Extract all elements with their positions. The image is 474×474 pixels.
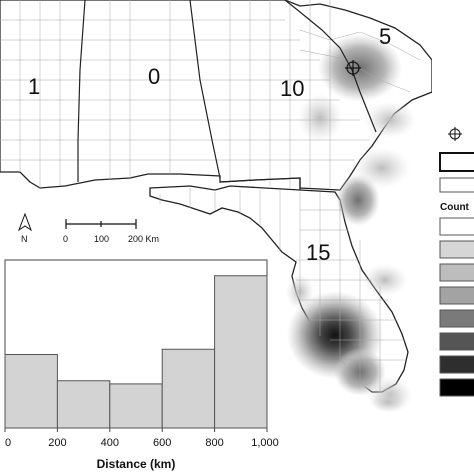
histogram-tick-label: 0 [5,437,11,449]
distance-histogram: 0 200 400 600 800 1,000 Distance (km) [4,259,279,471]
histogram-tick-label: 600 [153,437,171,449]
legend-swatch [439,355,474,374]
histogram-bar [109,383,163,429]
region-label-15: 15 [306,240,330,265]
legend-state-swatch [439,152,474,172]
density-blob-orlando [363,264,407,296]
density-blob-georgia-coast [354,148,410,188]
density-blob-keys-south [370,392,406,412]
histogram-bar [4,354,58,429]
histogram-bar [214,275,268,429]
sampling-site-marker [345,60,361,76]
scale-tick-200: 200 Km [128,234,159,244]
scale-tick-100: 100 [94,234,109,244]
density-blob-ga-inland [298,94,342,142]
legend-swatch [439,217,474,236]
north-arrow-label: N [21,234,28,244]
density-blob-northeast-fl [336,174,380,226]
region-label-1: 1 [28,74,40,99]
scale-bar: 0 100 200 Km [63,219,159,244]
region-label-10: 10 [280,76,304,101]
legend-swatch [439,378,474,397]
state-boundaries [77,0,377,190]
legend-swatch [439,332,474,351]
legend-swatch [439,286,474,305]
histogram-bar [161,348,216,429]
region-label-0: 0 [148,64,160,89]
county-lines [0,0,421,392]
legend-swatch [439,263,474,282]
histogram-x-ticks: 0 200 400 600 800 1,000 [4,428,279,449]
histogram-tick-label: 400 [101,437,119,449]
histogram-bar [56,380,111,429]
histogram-tick-label: 1,000 [251,437,279,449]
histogram-tick-label: 800 [205,437,223,449]
legend-county-swatch [439,177,474,193]
histogram-tick-label: 200 [48,437,66,449]
density-surface [286,34,416,413]
histogram-x-axis-title: Distance (km) [97,457,176,471]
legend-swatch [439,309,474,328]
legend-swatches [439,217,474,397]
legend-site-symbol [448,127,462,141]
legend-swatch [439,240,474,259]
north-arrow-icon [17,212,33,232]
region-labels: 1 0 10 5 15 [28,24,391,265]
north-arrow: N [17,212,33,244]
legend-title: Count [440,202,470,213]
histogram-bars [4,275,268,429]
map-legend: Count [439,127,474,397]
scale-tick-0: 0 [63,234,68,244]
region-label-5: 5 [379,24,391,49]
density-blob-sc-coast [364,102,416,138]
